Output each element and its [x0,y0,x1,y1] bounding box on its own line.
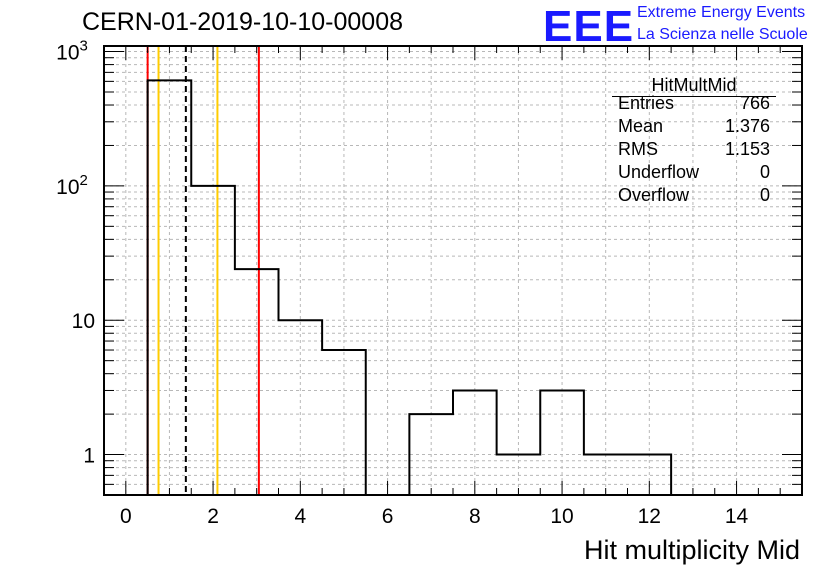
x-tick-label: 14 [725,505,749,528]
y-tick-label: 102 [56,172,88,199]
stat-row-mean: Mean 1.376 [618,116,770,137]
stat-value: 1.376 [724,116,770,136]
chart-title: CERN-01-2019-10-10-00008 [82,8,404,36]
x-tick-label: 12 [638,505,661,528]
stats-title: HitMultMid [651,75,737,95]
stat-row-entries: Entries 766 [618,93,770,114]
stat-row-underflow: Underflow 0 [618,162,770,183]
stat-label: Underflow [618,162,700,182]
x-tick-label: 8 [469,505,481,528]
stat-value: 0 [759,185,770,205]
eee-logo: EEE [543,2,635,51]
stat-label: Overflow [618,185,690,205]
x-axis-label: Hit multiplicity Mid [583,535,800,565]
x-tick-label: 0 [120,505,132,528]
stat-value: 766 [739,93,770,113]
stats-divider [612,96,776,97]
stat-value: 1.153 [724,139,770,159]
y-tick-label: 1 [83,445,95,468]
stat-label: Mean [618,116,664,136]
x-tick-label: 4 [294,505,306,528]
stat-label: RMS [618,139,658,159]
x-tick-label: 2 [207,505,219,528]
x-tick-label: 6 [382,505,394,528]
axis-ticks: 0 2 4 6 8 10 12 14 1 10 102 103 [56,38,802,528]
y-tick-label: 103 [56,38,88,65]
stat-value: 0 [759,162,770,182]
histogram-outline [146,79,673,496]
x-tick-label: 10 [550,505,573,528]
logo-line-1: Extreme Energy Events [637,4,806,21]
stat-label: Entries [618,93,675,113]
marker-lines [146,46,260,495]
y-tick-label: 10 [72,310,95,333]
stat-row-overflow: Overflow 0 [618,185,770,206]
logo-line-2: La Scienza nelle Scuole [637,26,808,43]
stat-row-rms: RMS 1.153 [618,139,770,160]
